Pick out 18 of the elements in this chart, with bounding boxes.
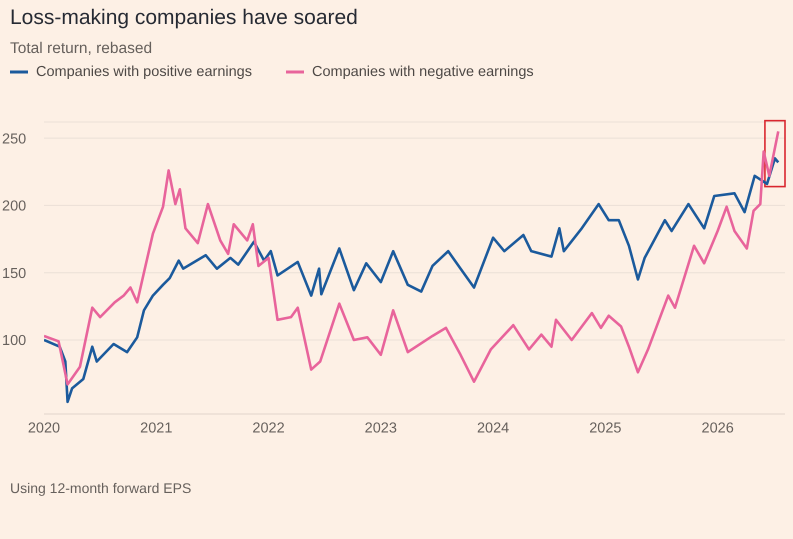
x-tick-label: 2026 — [702, 420, 734, 436]
y-tick-label: 200 — [2, 198, 26, 215]
x-tick-label: 2023 — [364, 420, 397, 436]
legend-label: Companies with negative earnings — [312, 64, 534, 80]
text: Using 12-month forward EPS — [10, 479, 192, 498]
legend-label: Companies with positive earnings — [36, 64, 252, 80]
x-tick-label: 2025 — [589, 420, 622, 436]
line-series — [44, 130, 780, 386]
x-tick-label: 2021 — [140, 420, 172, 436]
x-tick-label: 2022 — [252, 420, 285, 436]
chart-subtitle: Total return, rebased — [10, 40, 154, 58]
y-tick-label: 100 — [2, 333, 26, 350]
line-series — [44, 157, 780, 404]
chart-title: Loss-making companies have soared — [10, 6, 359, 30]
y-tick-label: 250 — [2, 131, 26, 148]
x-tick-label: 2024 — [476, 420, 510, 436]
y-tick-label: 150 — [2, 266, 26, 282]
x-tick-label: 2020 — [28, 420, 60, 436]
